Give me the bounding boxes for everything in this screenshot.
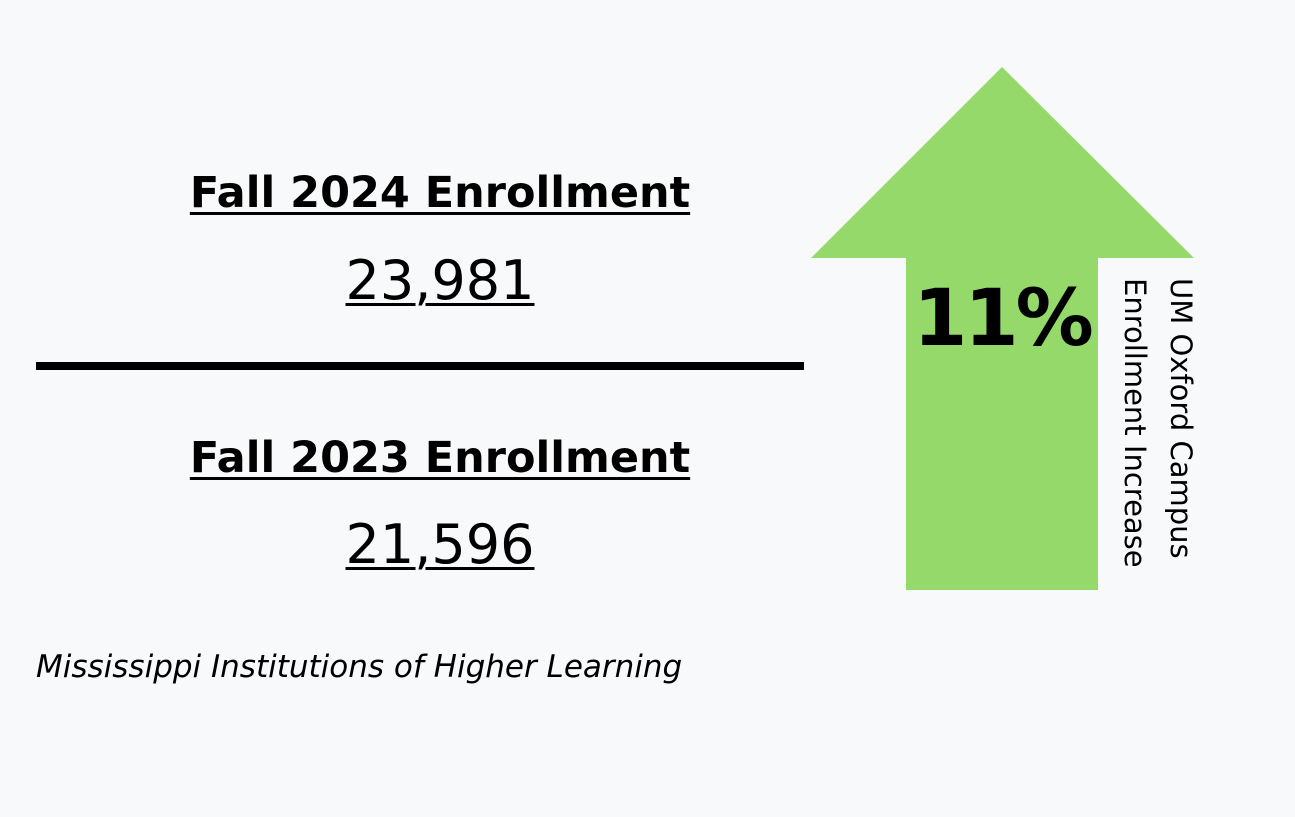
- increase-label: UM Oxford Campus Enrollment Increase: [1112, 278, 1204, 588]
- up-arrow-shape: [811, 67, 1194, 590]
- increase-percent: 11%: [913, 274, 1094, 364]
- divider-line: [36, 362, 804, 370]
- fall-2023-heading: Fall 2023 Enrollment: [189, 433, 691, 483]
- increase-label-line2: Enrollment Increase: [1118, 278, 1152, 568]
- source-text: Mississippi Institutions of Higher Learn…: [36, 649, 683, 685]
- increase-label-line1: UM Oxford Campus: [1164, 278, 1198, 559]
- fall-2023-value: 21,596: [345, 513, 535, 576]
- fall-2024-value: 23,981: [345, 249, 535, 312]
- fall-2024-heading: Fall 2024 Enrollment: [189, 168, 691, 218]
